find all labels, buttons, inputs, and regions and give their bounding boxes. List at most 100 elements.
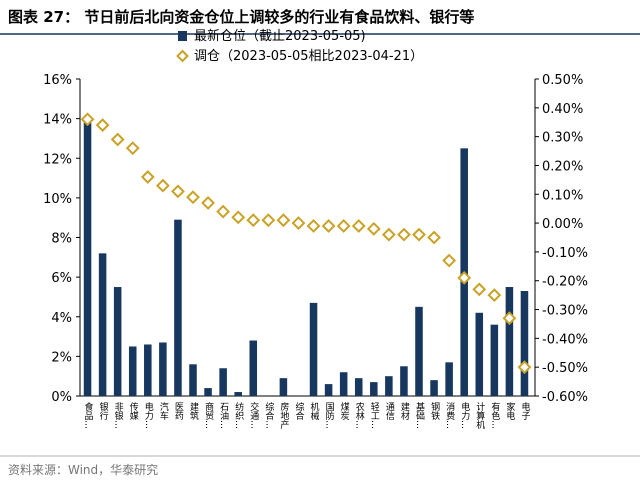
x-tick-label: 房地产 — [278, 401, 289, 430]
diamond-marker — [155, 178, 170, 193]
diamond-marker — [231, 210, 246, 225]
y2-tick-label: 0.40% — [542, 102, 583, 117]
bar — [219, 368, 227, 396]
diamond-marker — [291, 216, 306, 231]
y2-tick-label: -0.30% — [542, 304, 588, 319]
diamond-marker — [186, 190, 200, 205]
x-tick-label: 石油… — [218, 402, 229, 429]
x-tick-label: 电力… — [143, 401, 154, 429]
legend-swatch — [178, 31, 187, 41]
diamond-marker — [457, 270, 472, 285]
y2-tick-label: -0.40% — [542, 332, 588, 347]
bar — [159, 342, 167, 396]
diamond-marker — [336, 219, 351, 233]
y2-tick-label: 0.10% — [542, 188, 583, 203]
diamond-marker — [171, 184, 185, 199]
bar — [475, 312, 484, 396]
bar — [83, 118, 92, 396]
diamond-marker — [140, 170, 155, 184]
bar — [415, 306, 423, 396]
x-tick-label: 综合 — [293, 401, 304, 421]
y2-tick-label: 0.50% — [542, 73, 583, 88]
bar — [204, 388, 212, 396]
diamond-marker — [95, 118, 110, 133]
diamond-marker — [502, 311, 517, 326]
x-tick-label: 计算机 — [474, 401, 485, 430]
diamond-marker — [472, 282, 487, 297]
diamond-marker — [216, 204, 231, 219]
diamond-marker — [351, 219, 366, 233]
x-tick-label: 农林… — [354, 401, 365, 429]
x-tick-label: 煤炭 — [339, 401, 350, 421]
x-tick-label: 家电 — [504, 401, 515, 420]
diamond-marker — [306, 219, 321, 233]
x-tick-label: 国防… — [324, 402, 335, 429]
x-tick-label: 有色… — [489, 401, 500, 429]
x-tick-label: 通信 — [384, 402, 395, 421]
diamond-marker — [110, 132, 125, 147]
bar — [400, 366, 408, 396]
y2-tick-label: 0.20% — [542, 159, 583, 174]
diamond-marker — [487, 288, 502, 303]
diamond-marker — [442, 253, 457, 268]
diamond-marker — [412, 227, 426, 242]
x-tick-label: 非银… — [113, 401, 124, 429]
x-tick-label: 建材 — [399, 401, 410, 420]
bar — [309, 302, 318, 396]
y-tick-label: 8% — [51, 232, 72, 247]
x-tick-label: 基础… — [414, 401, 425, 429]
source: 资料来源：Wind，华泰研究 — [8, 462, 158, 477]
y-tick-label: 12% — [43, 152, 72, 167]
diamond-marker — [517, 360, 532, 375]
bar — [98, 253, 107, 396]
diamond-marker — [261, 213, 276, 228]
y2-tick-label: -0.50% — [542, 361, 588, 376]
diamond-marker — [246, 213, 261, 228]
x-tick-label: 食品… — [83, 401, 94, 429]
bar — [339, 372, 348, 396]
diamond-marker — [201, 196, 215, 210]
bar — [128, 346, 137, 396]
x-tick-label: 医药 — [173, 402, 184, 421]
x-tick-label: 综合… — [263, 401, 274, 429]
bar — [354, 378, 363, 396]
y2-tick-label: 0.00% — [542, 217, 583, 232]
bar — [279, 378, 288, 396]
bar — [174, 219, 182, 396]
diamond-marker — [381, 227, 396, 242]
bar — [324, 384, 333, 396]
y-tick-label: 6% — [51, 271, 72, 286]
bar — [520, 290, 529, 396]
x-tick-label: 纺织… — [233, 401, 244, 429]
bar — [490, 324, 499, 396]
y2-tick-label: -0.20% — [542, 275, 588, 290]
x-tick-label: 交通… — [248, 401, 259, 429]
bar — [505, 287, 514, 396]
diamond-marker — [397, 227, 411, 242]
legend-label: 调仓（2023-05-05相比2023-04-21） — [194, 49, 423, 64]
diamond-marker — [80, 112, 95, 127]
y2-tick-label: -0.60% — [542, 390, 588, 405]
y2-tick-label: -0.10% — [542, 246, 588, 261]
x-tick-label: 钢铁 — [429, 401, 440, 421]
diamond-marker — [125, 141, 140, 156]
x-tick-label: 汽车 — [158, 401, 169, 421]
x-tick-label: 传媒 — [128, 401, 139, 421]
chart-title: 图表 27： 节日前后北向资金仓位上调较多的行业有食品饮料、银行等 — [8, 8, 474, 26]
bar — [370, 382, 378, 396]
y-tick-label: 10% — [43, 192, 72, 207]
diamond-marker — [276, 213, 291, 228]
bar — [144, 344, 152, 396]
y2-tick-label: 0.30% — [542, 131, 583, 146]
x-tick-label: 建筑 — [188, 401, 199, 421]
y-tick-label: 14% — [43, 113, 72, 128]
bar — [445, 362, 453, 396]
diamond-marker — [427, 230, 441, 245]
diamond-marker — [321, 219, 336, 233]
x-tick-label: 机械 — [309, 401, 320, 421]
bar — [189, 364, 197, 396]
bar — [234, 392, 242, 396]
legend-swatch — [176, 49, 189, 63]
legend-label: 最新仓位（截止2023-05-05) — [194, 28, 366, 44]
